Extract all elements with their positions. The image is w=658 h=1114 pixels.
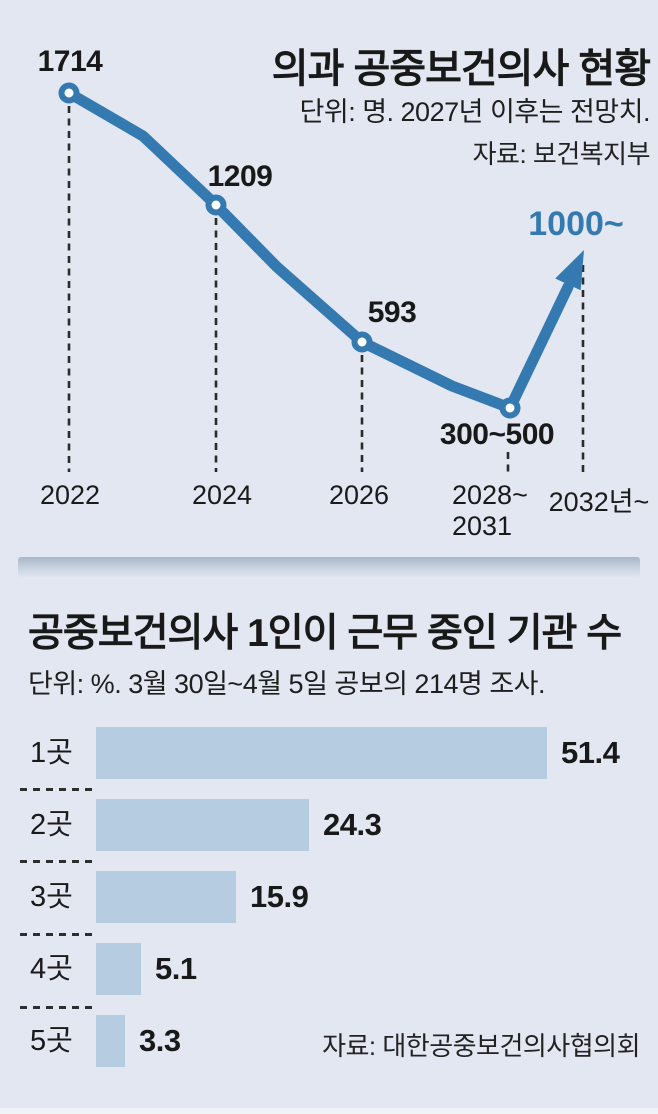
x-label-2026: 2026 [328, 480, 390, 510]
bar-category-5: 5곳 [30, 1025, 73, 1057]
bar-category-3: 3곳 [30, 881, 73, 913]
bar-fill-2 [96, 799, 309, 851]
value-label-projection: 1000~ [528, 205, 624, 243]
bottom-edge-strip [0, 1108, 658, 1114]
data-point-2022 [58, 82, 80, 104]
bottom-chart-subtitle: 단위: %. 3월 30일~4월 5일 공보의 214명 조사. [28, 669, 546, 699]
bar-category-2: 2곳 [30, 809, 73, 841]
bar-row-2: 2곳 24.3 [0, 799, 658, 851]
bar-value-3: 15.9 [250, 879, 309, 914]
bar-fill-4 [96, 943, 141, 995]
value-label-2028-2031: 300~500 [439, 418, 555, 451]
top-chart-title: 의과 공중보건의사 현황 [271, 47, 651, 91]
x-label-2028-line1: 2028~ [452, 480, 528, 510]
bar-value-4: 5.1 [155, 951, 197, 986]
line-chart-plot [58, 82, 585, 474]
x-label-2022: 2022 [39, 480, 101, 510]
row-separator-4 [20, 1006, 96, 1009]
bar-category-4: 4곳 [30, 953, 73, 985]
value-label-2024: 1209 [207, 160, 273, 193]
bar-value-2: 24.3 [323, 807, 382, 842]
bar-fill-3 [96, 871, 236, 923]
bar-row-5: 5곳 3.3 [0, 1015, 658, 1067]
bar-category-1: 1곳 [30, 737, 73, 769]
row-separator-3 [20, 933, 96, 936]
bar-value-5: 3.3 [139, 1023, 181, 1058]
trend-line [63, 87, 516, 414]
bar-row-3: 3곳 15.9 [0, 871, 658, 923]
data-point-2024 [205, 194, 227, 216]
value-label-2022: 1714 [37, 45, 103, 78]
bar-row-1: 1곳 51.4 [0, 727, 658, 779]
row-separator-1 [20, 788, 96, 791]
data-point-2028-2031 [499, 397, 521, 419]
x-label-2032: 2032년~ [548, 487, 650, 517]
top-chart-source: 자료: 보건복지부 [472, 139, 651, 169]
bottom-chart-source: 자료: 대한공중보건의사협의회 [322, 1031, 640, 1061]
x-label-2028-2031: 2028~ 2031 [452, 480, 528, 542]
bottom-chart-title: 공중보건의사 1인이 근무 중인 기관 수 [28, 612, 622, 655]
bar-fill-5 [96, 1015, 125, 1067]
row-separator-2 [20, 860, 96, 863]
x-label-2024: 2024 [191, 480, 253, 510]
value-label-2026: 593 [367, 296, 417, 329]
bar-fill-1 [96, 727, 547, 779]
data-point-2026 [351, 331, 373, 353]
bar-row-4: 4곳 5.1 [0, 943, 658, 995]
projection-arrow-shaft [504, 281, 574, 414]
bar-value-1: 51.4 [561, 735, 620, 770]
top-chart-subtitle: 단위: 명. 2027년 이후는 전망치. [299, 97, 651, 127]
x-label-2031-line2: 2031 [452, 511, 513, 541]
section-divider [18, 557, 640, 577]
projection-arrow-head [555, 250, 584, 291]
